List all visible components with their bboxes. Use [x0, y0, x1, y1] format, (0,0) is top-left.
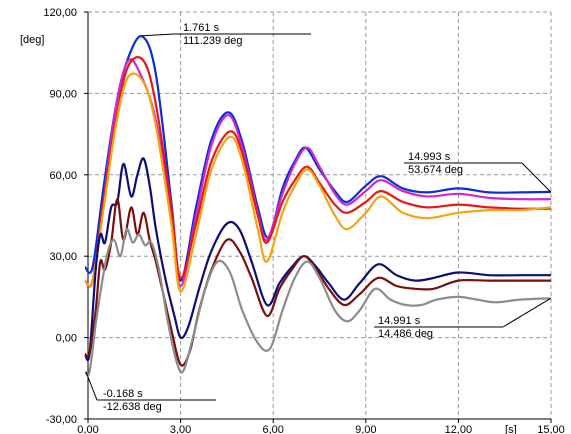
- y-axis-unit-label: [deg]: [20, 34, 44, 46]
- annotation-time: 14.991 s: [378, 315, 421, 327]
- y-tick-label: 90,00: [49, 88, 77, 100]
- y-tick-label: 60,00: [49, 170, 77, 182]
- series-layer: [83, 34, 552, 377]
- y-tick-label: 120,00: [43, 7, 77, 19]
- annotation-time: 1.761 s: [183, 22, 220, 34]
- y-tick-label: 0,00: [56, 333, 77, 345]
- x-tick-label: 0,00: [77, 424, 98, 434]
- annotation-time: -0.168 s: [103, 388, 143, 400]
- series-line-7: [83, 227, 552, 377]
- annotation-leader: [521, 162, 552, 193]
- x-tick-label: 9,00: [355, 424, 376, 434]
- annotation-time: 14.993 s: [408, 151, 451, 163]
- annotation-value: 53.674 deg: [408, 164, 463, 176]
- grid-layer: [88, 11, 552, 419]
- series-line-4: [83, 72, 552, 293]
- axis-layer: 0,00 3,00 6,00 9,00 12,00 15,00-30,000,0030,0…: [20, 7, 565, 434]
- y-tick-label: 30,00: [49, 251, 77, 263]
- series-line-1: [83, 34, 552, 282]
- series-line-3: [83, 56, 552, 288]
- series-line-6: [83, 198, 551, 367]
- y-tick-label: -30,00: [46, 414, 77, 426]
- annotation-leader: [142, 33, 175, 37]
- annotation-value: 111.239 deg: [183, 35, 243, 47]
- x-tick-label: 15,00: [537, 424, 565, 434]
- x-tick-label: 12,00: [445, 424, 473, 434]
- x-tick-label: 6,00: [262, 424, 283, 434]
- annotation-leader: [502, 297, 551, 328]
- annotation-leader: [85, 371, 98, 401]
- annotation-value: 14.486 deg: [378, 328, 433, 340]
- annotation-value: -12.638 deg: [103, 401, 162, 413]
- x-tick-label: 3,00: [170, 424, 191, 434]
- x-axis-unit-label: [s]: [505, 424, 517, 434]
